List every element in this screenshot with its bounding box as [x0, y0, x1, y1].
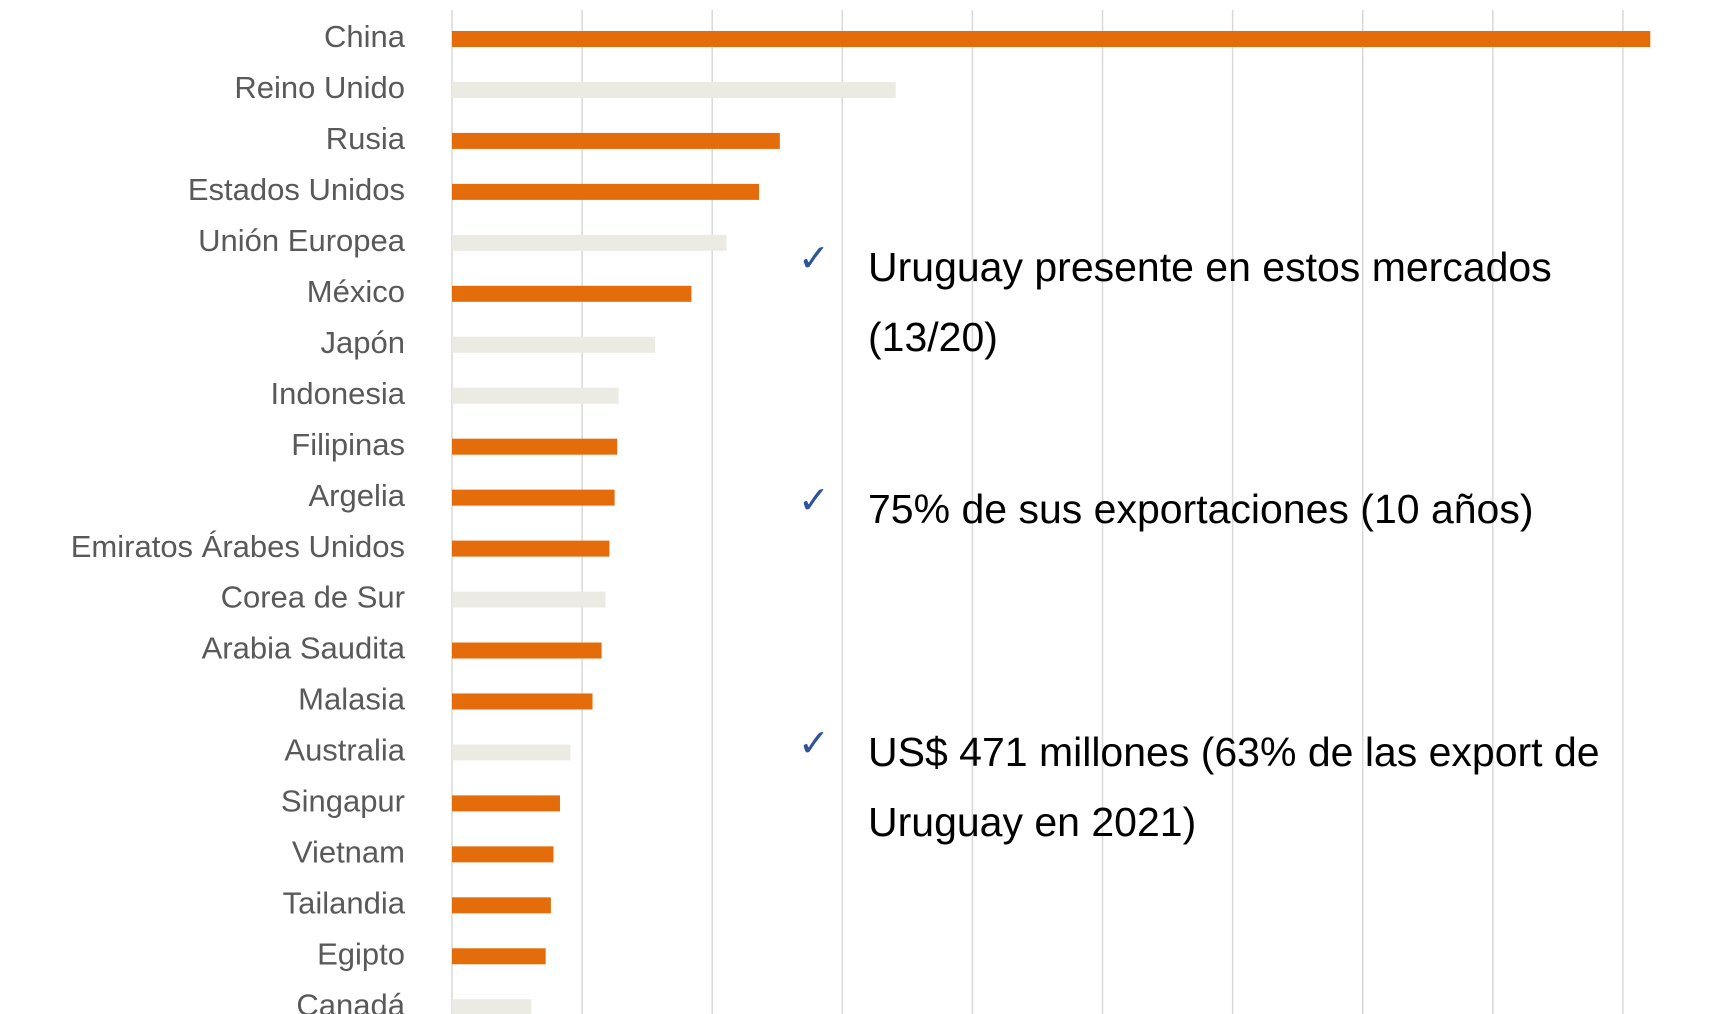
bar [452, 285, 692, 302]
y-tick-label: Unión Europea [198, 223, 406, 258]
y-tick-label: Filipinas [291, 427, 405, 462]
bar [452, 234, 727, 251]
bar [452, 387, 619, 404]
y-tick-label: Singapur [281, 784, 405, 819]
y-tick-label: China [324, 19, 406, 54]
bar [452, 642, 602, 659]
check-icon: ✓ [798, 480, 830, 522]
bar [452, 999, 532, 1014]
bar [452, 183, 760, 200]
annotation: Uruguay presente en estos mercados (13/2… [868, 244, 1552, 360]
y-tick-label: México [307, 274, 405, 309]
bar [452, 438, 618, 455]
y-tick-label: Emiratos Árabes Unidos [71, 529, 405, 564]
y-tick-label: Corea de Sur [221, 580, 405, 615]
annotation: US$ 471 millones (63% de las export de U… [868, 729, 1600, 845]
y-tick-label: Reino Unido [234, 70, 405, 105]
annotation: 75% de sus exportaciones (10 años) [868, 486, 1534, 532]
y-tick-label: Malasia [298, 682, 406, 717]
y-tick-label: Egipto [317, 936, 405, 971]
bar [452, 846, 554, 863]
bar [452, 897, 551, 914]
bar [452, 591, 606, 608]
bar [452, 81, 896, 98]
y-tick-label: Estados Unidos [188, 172, 405, 207]
y-tick-label: Argelia [309, 478, 406, 513]
y-tick-label: Indonesia [271, 376, 406, 411]
y-tick-label: Japón [321, 325, 405, 360]
check-icon: ✓ [798, 238, 830, 280]
bar [452, 693, 593, 710]
bar [452, 31, 1651, 47]
bar [452, 489, 615, 506]
bar [452, 336, 655, 353]
bar [452, 795, 560, 812]
y-tick-label: Arabia Saudita [202, 631, 406, 666]
y-tick-label: Vietnam [292, 835, 405, 870]
bar [452, 948, 546, 965]
bar [452, 540, 610, 557]
y-tick-label: Rusia [326, 121, 406, 156]
bar [452, 132, 780, 149]
bar [452, 744, 571, 761]
check-icon: ✓ [798, 723, 830, 765]
y-tick-label: Canadá [296, 987, 405, 1014]
y-tick-label: Australia [284, 733, 405, 768]
y-tick-label: Tailandia [283, 886, 406, 921]
